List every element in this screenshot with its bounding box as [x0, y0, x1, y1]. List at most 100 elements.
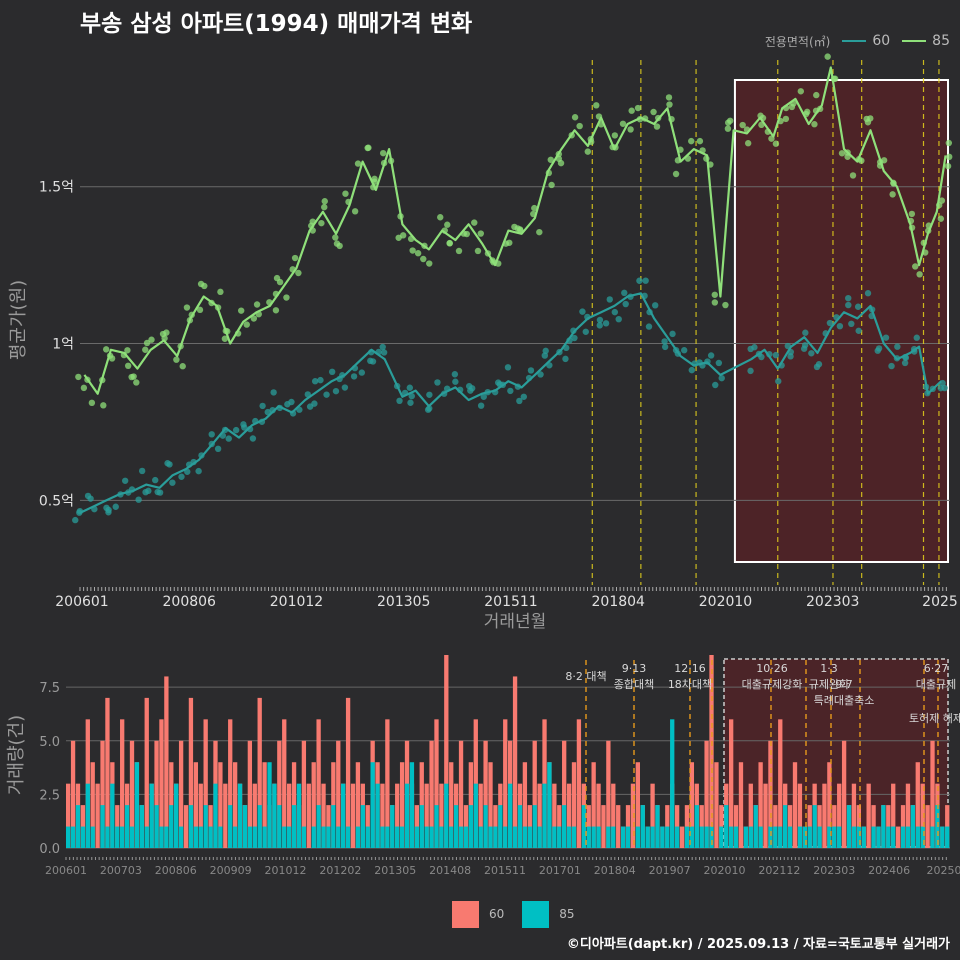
bar-60 — [650, 783, 655, 848]
scatter-point-60 — [747, 367, 754, 375]
bar-x-tick-label: 201202 — [319, 864, 361, 877]
bar-85 — [365, 826, 370, 848]
scatter-point-60 — [259, 402, 266, 410]
bar-60 — [434, 719, 439, 848]
bar-60 — [232, 762, 238, 848]
bar-60 — [154, 740, 159, 848]
bar-85 — [773, 826, 778, 848]
x-tick-label: 200806 — [163, 594, 217, 610]
annotation-text: 종합대책 — [614, 678, 654, 691]
bar-85 — [920, 826, 925, 848]
scatter-point-60 — [142, 488, 149, 496]
scatter-point-85 — [196, 306, 204, 314]
scatter-point-85 — [163, 329, 170, 336]
scatter-point-85 — [593, 102, 600, 109]
scatter-point-60 — [941, 384, 948, 392]
scatter-point-85 — [557, 159, 565, 167]
scatter-point-85 — [444, 221, 451, 228]
scatter-point-85 — [364, 144, 371, 152]
bar-85 — [282, 826, 287, 848]
scatter-point-85 — [143, 339, 151, 347]
bar-60 — [178, 740, 184, 848]
bar-60 — [792, 762, 798, 848]
bar-60 — [562, 740, 567, 848]
bar-x-tick-label: 202010 — [704, 864, 746, 877]
scatter-point-60 — [562, 355, 569, 363]
bar-85 — [915, 826, 920, 848]
bar-85 — [684, 826, 690, 848]
bar-60 — [188, 697, 194, 848]
bar-60 — [915, 762, 920, 848]
bar-85 — [134, 762, 140, 848]
bar-85 — [910, 805, 916, 848]
bar-85 — [115, 826, 120, 848]
bar-60 — [311, 762, 316, 848]
scatter-point-60 — [311, 400, 318, 407]
scatter-point-85 — [332, 234, 339, 241]
scatter-point-60 — [407, 399, 414, 406]
bar-60 — [66, 783, 71, 848]
scatter-point-60 — [480, 393, 487, 400]
bar-60 — [679, 826, 685, 848]
scatter-point-85 — [611, 132, 619, 139]
scatter-point-85 — [946, 153, 953, 161]
bar-85 — [817, 826, 822, 848]
bar-85 — [399, 826, 405, 848]
scatter-point-60 — [541, 352, 549, 359]
bar-85 — [665, 826, 670, 848]
bar-85 — [404, 783, 410, 848]
scatter-point-85 — [477, 230, 484, 237]
scatter-point-85 — [100, 402, 107, 409]
scatter-point-60 — [621, 289, 628, 297]
bar-85 — [110, 783, 115, 848]
bar-85 — [385, 826, 390, 848]
bar-85 — [748, 826, 753, 848]
bar-60 — [223, 783, 228, 848]
bar-85 — [591, 826, 596, 848]
bar-85 — [188, 805, 194, 848]
bar-60 — [395, 783, 400, 848]
bar-85 — [311, 826, 316, 848]
bar-85 — [321, 826, 326, 848]
bar-60 — [100, 740, 105, 848]
scatter-point-85 — [253, 301, 261, 308]
bar-85 — [812, 805, 817, 848]
bar-y-axis-title: 거래량(건) — [6, 715, 27, 795]
scatter-point-60 — [270, 389, 277, 396]
scatter-point-60 — [477, 402, 485, 409]
bar-60 — [287, 783, 292, 848]
bar-85 — [881, 805, 886, 848]
scatter-point-85 — [221, 335, 229, 342]
scatter-point-60 — [715, 359, 723, 367]
bar-x-tick-label: 200909 — [210, 864, 252, 877]
bar-85 — [532, 805, 537, 848]
bar-60 — [321, 783, 326, 848]
scatter-point-85 — [797, 88, 805, 95]
bar-85 — [272, 783, 277, 848]
scatter-point-85 — [536, 228, 543, 236]
scatter-point-85 — [548, 181, 555, 189]
scatter-point-60 — [808, 350, 815, 357]
scatter-point-85 — [944, 162, 952, 170]
scatter-point-60 — [467, 387, 474, 394]
scatter-point-85 — [243, 321, 250, 328]
scatter-point-60 — [688, 366, 696, 374]
scatter-point-85 — [471, 219, 478, 226]
bar-60 — [616, 805, 621, 848]
scatter-point-85 — [102, 346, 110, 353]
bar-60 — [729, 719, 734, 848]
scatter-point-60 — [504, 364, 512, 371]
scatter-point-60 — [341, 384, 349, 391]
bar-60 — [164, 676, 169, 848]
bar-60 — [925, 805, 930, 848]
bar-85 — [144, 826, 149, 848]
bar-60 — [895, 826, 901, 848]
bar-85 — [527, 826, 532, 848]
scatter-point-85 — [744, 140, 752, 147]
scatter-point-60 — [707, 352, 715, 359]
scatter-point-85 — [183, 304, 191, 311]
bar-60 — [198, 783, 203, 848]
legend-swatch-60 — [842, 40, 867, 42]
x-tick-label: 202303 — [806, 594, 859, 610]
bar-85 — [355, 826, 361, 848]
